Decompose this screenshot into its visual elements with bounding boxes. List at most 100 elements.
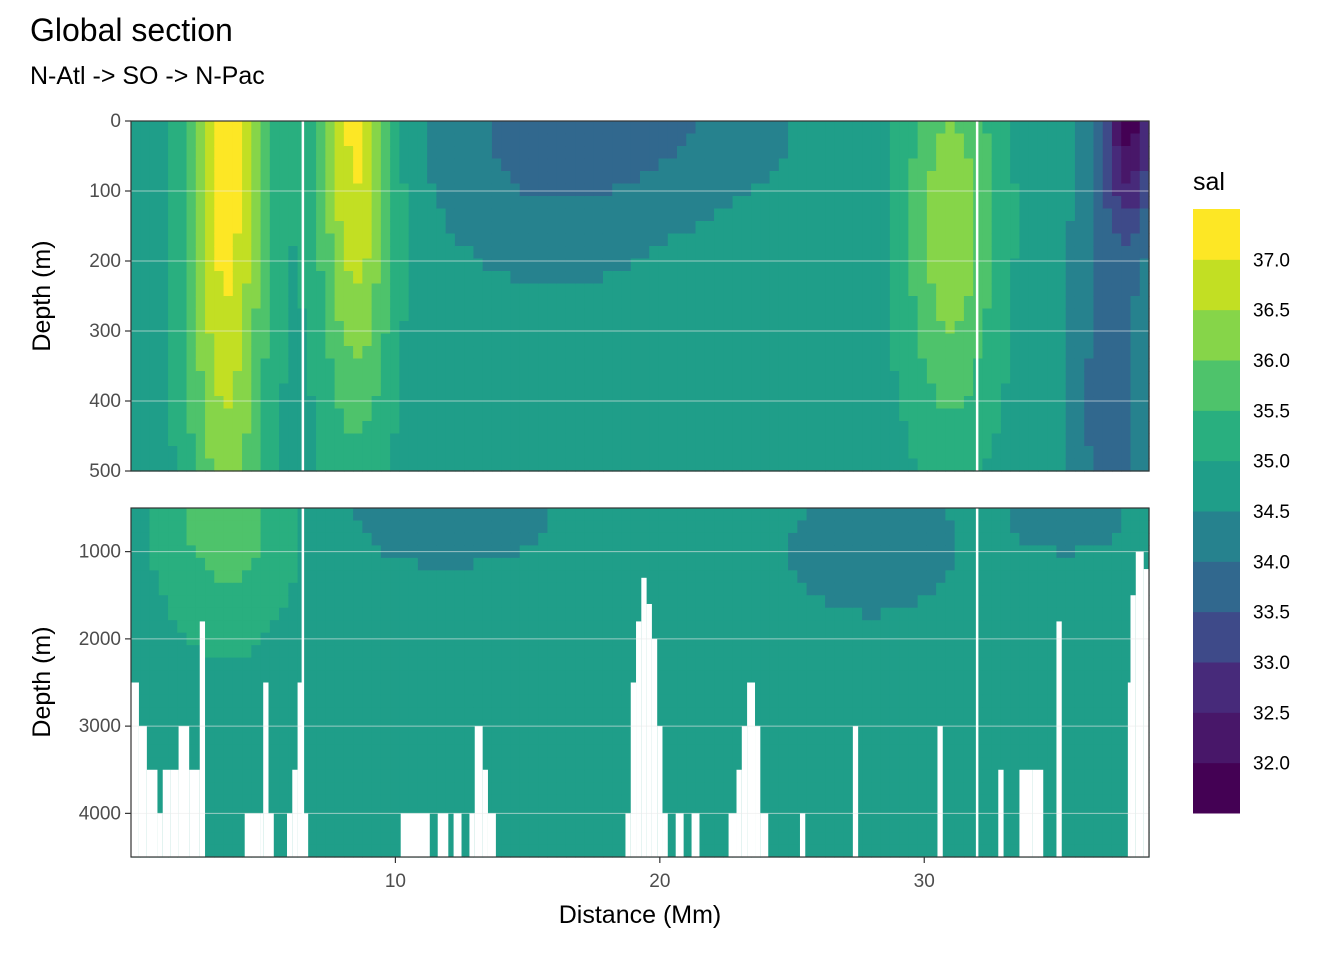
upper-salinity-cell bbox=[186, 358, 197, 372]
upper-salinity-cell bbox=[445, 321, 456, 335]
lower-salinity-cell bbox=[621, 645, 632, 659]
upper-salinity-cell bbox=[149, 458, 160, 472]
upper-salinity-cell bbox=[149, 183, 160, 197]
lower-salinity-cell bbox=[510, 757, 521, 771]
lower-salinity-cell bbox=[436, 707, 447, 721]
lower-salinity-cell bbox=[686, 582, 697, 596]
lower-salinity-cell bbox=[214, 582, 225, 596]
upper-salinity-cell bbox=[565, 371, 576, 385]
upper-salinity-cell bbox=[825, 171, 835, 185]
lower-salinity-cell bbox=[732, 732, 743, 746]
upper-salinity-cell bbox=[158, 246, 169, 260]
upper-salinity-cell bbox=[353, 158, 363, 172]
upper-salinity-cell bbox=[602, 358, 613, 372]
upper-salinity-cell bbox=[880, 158, 891, 172]
upper-salinity-cell bbox=[1047, 383, 1058, 397]
upper-salinity-cell bbox=[936, 171, 946, 185]
upper-salinity-cell bbox=[149, 346, 160, 360]
lower-salinity-cell bbox=[741, 557, 752, 571]
upper-salinity-cell bbox=[547, 396, 558, 410]
upper-salinity-cell bbox=[741, 371, 752, 385]
lower-salinity-cell bbox=[667, 744, 678, 758]
upper-salinity-cell bbox=[602, 121, 613, 135]
upper-salinity-cell bbox=[565, 333, 576, 347]
upper-salinity-cell bbox=[982, 458, 993, 472]
lower-salinity-cell bbox=[602, 782, 613, 796]
upper-salinity-cell bbox=[926, 158, 937, 172]
upper-salinity-cell bbox=[1056, 183, 1067, 197]
upper-salinity-cell bbox=[464, 208, 475, 222]
lower-salinity-cell bbox=[436, 657, 447, 671]
upper-salinity-cell bbox=[1000, 146, 1011, 160]
upper-salinity-cell bbox=[1130, 408, 1141, 422]
upper-salinity-cell bbox=[565, 146, 576, 160]
upper-salinity-cell bbox=[926, 183, 937, 197]
upper-salinity-cell bbox=[547, 233, 558, 247]
upper-salinity-cell bbox=[1121, 233, 1132, 247]
upper-salinity-cell bbox=[1056, 333, 1067, 347]
lower-salinity-cell bbox=[547, 557, 558, 571]
upper-salinity-cell bbox=[788, 296, 798, 310]
upper-salinity-cell bbox=[325, 383, 336, 397]
upper-salinity-cell bbox=[1065, 271, 1076, 285]
upper-salinity-cell bbox=[195, 408, 206, 422]
upper-salinity-cell bbox=[640, 271, 650, 285]
upper-salinity-cell bbox=[565, 433, 576, 447]
lower-salinity-cell bbox=[140, 645, 151, 659]
upper-salinity-cell bbox=[677, 308, 687, 322]
lower-salinity-cell bbox=[649, 582, 660, 596]
lower-salinity-cell bbox=[399, 794, 410, 808]
upper-salinity-cell bbox=[195, 246, 206, 260]
upper-salinity-cell bbox=[815, 146, 826, 160]
upper-salinity-cell bbox=[982, 271, 993, 285]
upper-salinity-cell bbox=[288, 158, 299, 172]
upper-salinity-cell bbox=[399, 346, 410, 360]
upper-salinity-cell bbox=[1121, 121, 1132, 135]
upper-salinity-cell bbox=[815, 458, 826, 472]
upper-salinity-cell bbox=[1102, 208, 1113, 222]
lower-salinity-cell bbox=[131, 607, 141, 621]
upper-salinity-cell bbox=[195, 396, 206, 410]
upper-salinity-cell bbox=[936, 146, 946, 160]
upper-salinity-cell bbox=[991, 296, 1002, 310]
upper-salinity-cell bbox=[417, 158, 428, 172]
lower-salinity-cell bbox=[334, 769, 345, 783]
upper-salinity-cell bbox=[704, 421, 715, 435]
lower-salinity-cell bbox=[519, 557, 530, 571]
lower-salinity-cell bbox=[343, 645, 354, 659]
lower-salinity-cell bbox=[528, 570, 539, 584]
upper-salinity-cell bbox=[852, 258, 863, 272]
upper-salinity-cell bbox=[1093, 371, 1104, 385]
upper-salinity-cell bbox=[1065, 171, 1076, 185]
upper-salinity-cell bbox=[251, 271, 262, 285]
lower-salinity-cell bbox=[649, 620, 660, 634]
upper-salinity-cell bbox=[510, 246, 521, 260]
upper-salinity-cell bbox=[242, 196, 252, 210]
upper-salinity-cell bbox=[621, 246, 632, 260]
upper-salinity-cell bbox=[1056, 433, 1067, 447]
lower-salinity-cell bbox=[251, 744, 262, 758]
upper-salinity-cell bbox=[778, 396, 789, 410]
lower-salinity-cell bbox=[223, 582, 234, 596]
lower-salinity-cell bbox=[214, 832, 225, 846]
lower-salinity-cell bbox=[565, 670, 576, 684]
upper-salinity-cell bbox=[1121, 296, 1132, 310]
upper-salinity-cell bbox=[168, 396, 178, 410]
upper-salinity-cell bbox=[491, 333, 502, 347]
upper-salinity-cell bbox=[168, 271, 178, 285]
upper-salinity-cell bbox=[168, 433, 178, 447]
upper-salinity-cell bbox=[945, 221, 956, 235]
lower-salinity-cell bbox=[714, 557, 724, 571]
upper-salinity-cell bbox=[334, 221, 345, 235]
upper-salinity-cell bbox=[1056, 371, 1067, 385]
upper-salinity-cell bbox=[815, 221, 826, 235]
lower-salinity-cell bbox=[316, 532, 326, 546]
lower-salinity-cell bbox=[714, 694, 724, 709]
lower-salinity-cell bbox=[565, 595, 576, 609]
lower-salinity-cell bbox=[316, 508, 326, 522]
upper-salinity-cell bbox=[732, 271, 743, 285]
upper-salinity-cell bbox=[732, 333, 743, 347]
upper-salinity-cell bbox=[991, 433, 1002, 447]
upper-salinity-cell bbox=[427, 258, 437, 272]
